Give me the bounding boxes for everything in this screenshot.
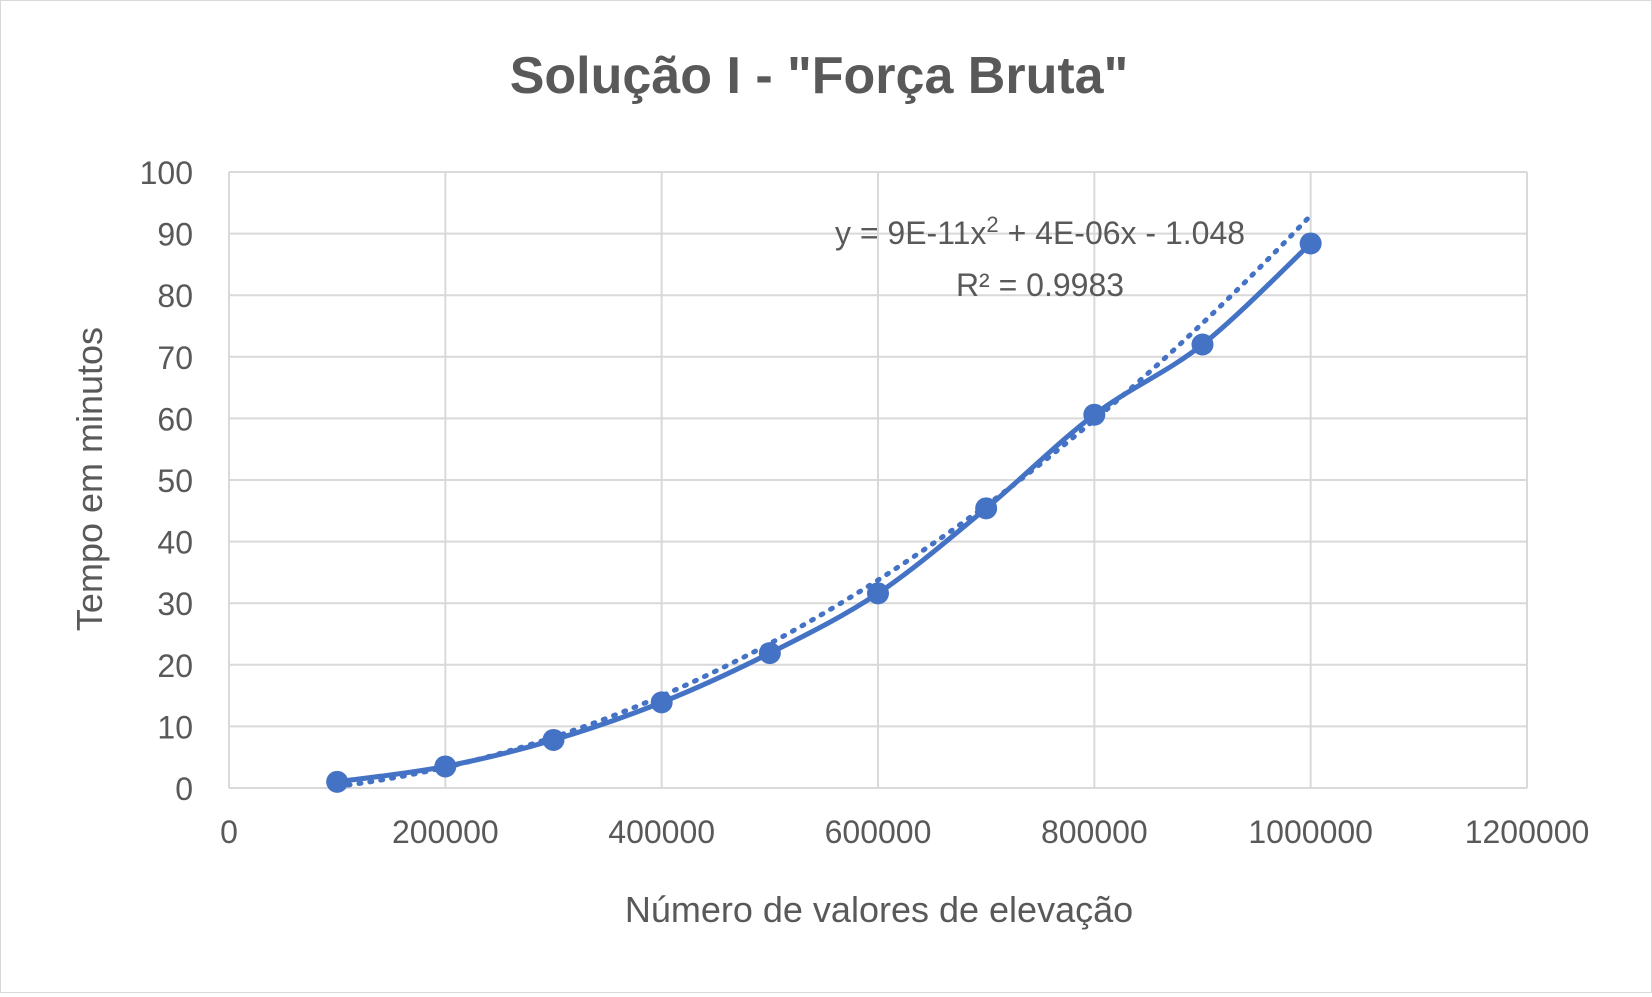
x-tick-label: 400000 [608,814,715,850]
y-axis-label: Tempo em minutos [69,327,110,631]
chart-title: Solução I - "Força Bruta" [510,47,1129,105]
y-tick-label: 70 [157,340,193,376]
series-line [334,240,1314,785]
y-tick-label: 0 [175,771,193,807]
x-tick-label: 600000 [825,814,932,850]
data-point [542,728,565,751]
y-tick-label: 60 [157,401,193,437]
y-tick-label: 80 [157,278,193,314]
x-tick-label: 200000 [392,814,499,850]
x-tick-label: 1200000 [1465,814,1590,850]
x-axis-label: Número de valores de elevação [625,889,1133,930]
data-point [1083,403,1106,426]
trendline-layer [334,212,1314,789]
x-tick-label: 800000 [1041,814,1148,850]
data-point [434,755,457,778]
grid-layer [228,171,1528,789]
y-tick-label: 30 [157,586,193,622]
y-tick-label: 90 [157,217,193,253]
data-point [326,770,349,793]
trendline-r-squared: R² = 0.9983 [956,267,1124,303]
marker-layer [326,232,1322,793]
y-tick-label: 100 [140,155,193,191]
data-point [1191,333,1214,356]
y-tick-label: 50 [157,463,193,499]
data-point [975,497,998,520]
y-tick-label: 10 [157,709,193,745]
y-tick-label: 20 [157,648,193,684]
x-tick-label: 1000000 [1248,814,1373,850]
trendline [334,212,1314,789]
trendline-equation: y = 9E-11x2 + 4E-06x - 1.048 [835,212,1245,251]
data-point [758,642,781,665]
tick-labels: 0 10 20 30 40 50 60 70 80 90 100 0 200000 400000 60000… [140,155,1590,850]
x-tick-label: 0 [220,814,238,850]
data-point [867,582,889,605]
y-tick-label: 40 [157,525,193,561]
data-point [1299,232,1322,255]
data-point [650,691,673,714]
series-layer [334,240,1314,785]
